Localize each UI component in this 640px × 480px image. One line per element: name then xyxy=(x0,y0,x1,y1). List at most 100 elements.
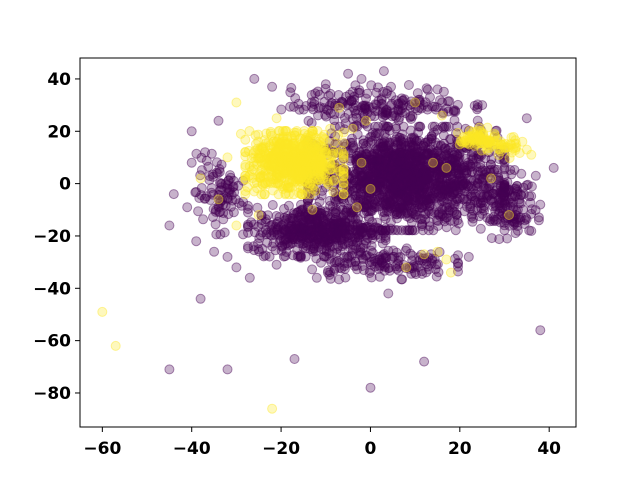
scatter-point xyxy=(403,164,414,175)
scatter-point xyxy=(352,121,363,132)
scatter-point xyxy=(356,177,367,188)
scatter-point xyxy=(396,209,407,219)
scatter-point xyxy=(475,162,486,173)
scatter-point xyxy=(471,142,482,153)
scatter-point xyxy=(479,183,490,194)
scatter-point xyxy=(420,164,431,175)
scatter-point xyxy=(409,164,420,175)
scatter-point xyxy=(380,196,391,207)
scatter-point xyxy=(425,166,435,177)
scatter-point xyxy=(302,201,313,212)
scatter-point xyxy=(402,168,413,178)
scatter-point xyxy=(431,178,442,189)
scatter-point xyxy=(340,207,351,218)
scatter-point xyxy=(445,191,456,202)
scatter-point xyxy=(409,185,419,196)
scatter-point xyxy=(456,164,467,175)
scatter-point xyxy=(288,138,299,149)
scatter-point xyxy=(478,172,489,183)
scatter-point xyxy=(494,200,505,210)
scatter-point xyxy=(375,165,386,176)
scatter-point xyxy=(381,155,392,166)
scatter-point xyxy=(388,182,399,193)
scatter-point xyxy=(322,240,332,251)
scatter-point xyxy=(320,165,330,176)
scatter-point xyxy=(353,154,363,165)
scatter-point xyxy=(386,157,397,167)
scatter-point xyxy=(427,121,438,132)
scatter-point xyxy=(382,181,393,192)
scatter-point xyxy=(445,215,456,226)
scatter-point xyxy=(418,155,429,165)
scatter-point xyxy=(355,223,366,234)
scatter-point xyxy=(393,185,404,196)
scatter-point xyxy=(437,166,448,177)
scatter-point xyxy=(310,88,321,99)
scatter-point xyxy=(420,192,430,203)
scatter-point xyxy=(405,181,416,192)
scatter-point xyxy=(396,274,407,285)
scatter-point xyxy=(280,189,291,200)
scatter-point xyxy=(393,207,403,218)
scatter-point xyxy=(385,168,396,179)
scatter-point xyxy=(387,186,398,197)
scatter-point xyxy=(432,180,443,191)
scatter-point xyxy=(479,205,490,216)
scatter-point xyxy=(499,195,510,206)
scatter-point xyxy=(472,182,483,193)
scatter-point xyxy=(375,169,386,180)
scatter-point xyxy=(439,201,450,212)
scatter-point xyxy=(402,149,413,160)
scatter-point xyxy=(453,140,464,151)
scatter-point xyxy=(433,216,444,226)
scatter-point xyxy=(396,186,407,197)
scatter-point xyxy=(351,224,362,235)
scatter-point xyxy=(342,188,353,199)
scatter-point xyxy=(393,176,404,187)
scatter-point xyxy=(424,216,435,227)
scatter-point xyxy=(406,208,417,219)
scatter-point xyxy=(200,147,211,158)
scatter-point xyxy=(427,190,438,201)
scatter-point xyxy=(351,164,362,175)
scatter-point xyxy=(430,153,441,164)
scatter-point xyxy=(348,166,359,177)
scatter-point xyxy=(452,215,463,226)
scatter-point xyxy=(453,165,464,176)
scatter-point xyxy=(475,124,486,135)
scatter-point xyxy=(253,210,264,220)
scatter-point xyxy=(404,161,415,172)
scatter-point xyxy=(371,144,381,155)
scatter-point xyxy=(350,177,361,188)
scatter-point xyxy=(367,230,378,241)
scatter-point xyxy=(195,173,206,184)
scatter-point xyxy=(402,160,413,171)
scatter-point xyxy=(385,217,396,228)
scatter-point xyxy=(362,121,373,132)
scatter-point xyxy=(383,139,394,150)
scatter-point xyxy=(445,169,456,180)
scatter-point xyxy=(320,79,331,90)
scatter-point xyxy=(405,177,416,188)
scatter-point xyxy=(396,156,407,167)
scatter-point xyxy=(488,216,498,227)
scatter-point xyxy=(379,165,389,176)
scatter-point xyxy=(271,113,282,124)
scatter-point xyxy=(361,199,372,210)
scatter-point xyxy=(348,213,359,223)
scatter-point xyxy=(450,178,461,189)
scatter-point xyxy=(433,180,444,191)
scatter-point xyxy=(444,155,455,166)
scatter-point xyxy=(402,188,413,199)
scatter-point xyxy=(316,208,326,219)
scatter-point xyxy=(368,181,379,192)
scatter-point xyxy=(435,167,446,178)
scatter-point xyxy=(408,176,419,187)
scatter-point xyxy=(274,212,285,223)
scatter-point xyxy=(320,145,331,156)
scatter-point xyxy=(400,166,411,177)
scatter-point xyxy=(354,200,365,211)
scatter-point xyxy=(421,174,432,185)
scatter-point xyxy=(445,153,456,164)
scatter-point xyxy=(428,180,439,191)
